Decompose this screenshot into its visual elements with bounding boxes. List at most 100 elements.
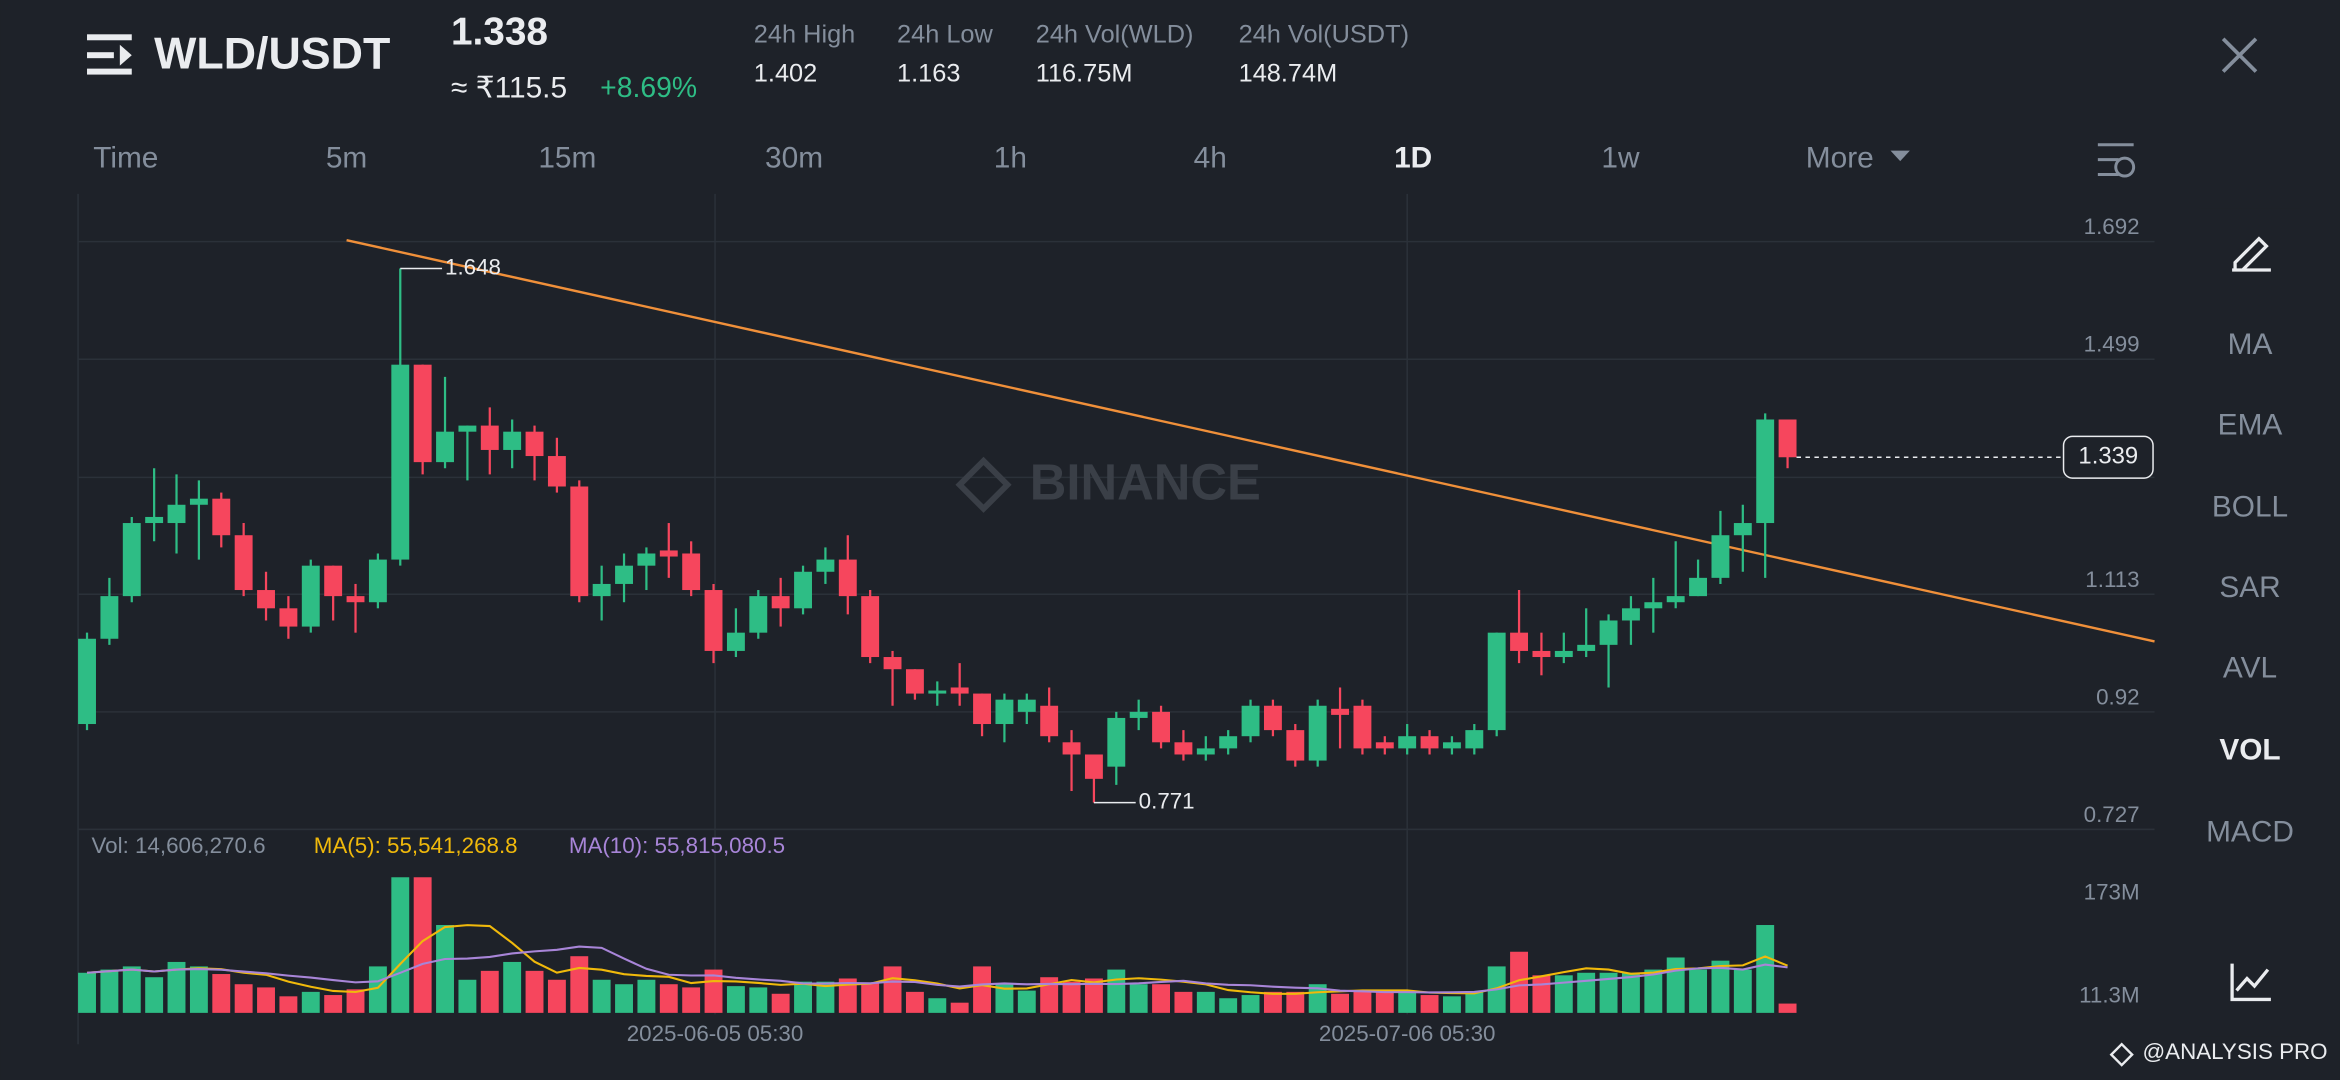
volume-bar [458,979,477,1013]
candle-body [1196,748,1215,755]
x-axis-label: 2025-06-05 05:30 [627,1021,804,1046]
price: 1.338 [451,11,548,54]
volume-bar [1017,990,1036,1013]
volume-tick-label: 11.3M [2079,983,2139,1008]
candle-body [950,687,969,694]
candle-body [726,632,745,651]
menu-icon[interactable] [87,34,132,75]
volume-bar [1756,925,1775,1013]
candle-body [1644,602,1663,609]
candle-body [1420,736,1439,749]
volume-bar [570,956,589,1013]
timeframe[interactable]: More [1806,141,1874,174]
candle-body [122,523,141,597]
timeframe[interactable]: 15m [538,141,596,174]
volume-bar [1084,978,1103,1013]
low-label: 0.771 [1139,789,1195,814]
candle-body [1487,632,1506,731]
volume-bar [1733,969,1752,1013]
candle-body [189,498,208,505]
candle-body [570,486,589,597]
volume-bar [1644,969,1663,1013]
volume-bar [503,961,522,1013]
volume-bar [234,984,253,1013]
candle-body [995,699,1014,725]
volume-bar [145,977,164,1013]
candle-body [458,425,477,432]
candle-body [78,638,96,725]
candle-body [749,596,768,633]
volume-bar [1554,975,1573,1013]
timeframe[interactable]: 1h [994,141,1027,174]
settings-icon[interactable] [2097,143,2136,178]
candle-body [413,364,432,463]
timeframe[interactable]: 5m [326,141,367,174]
candle-body [1599,620,1618,645]
fiat-price: ≈ ₹115.5 [451,71,567,104]
indicator-icon[interactable] [2230,963,2271,1002]
draw-icon[interactable] [2232,236,2271,272]
indicator-option[interactable]: EMA [2218,409,2283,442]
volume-bar [1420,995,1439,1013]
candle-body [368,559,387,603]
volume-bar [861,982,880,1013]
candle-body [1398,736,1417,749]
close-button[interactable] [2221,37,2258,73]
volume-bar [1689,969,1708,1013]
volume-bar [100,969,119,1013]
indicator-option[interactable]: VOL [2219,734,2280,767]
volume-bar [1241,995,1260,1013]
timeframe[interactable]: 1w [1601,141,1640,174]
candle-body [1241,705,1260,737]
indicator-option[interactable]: BOLL [2212,491,2288,524]
y-tick-label: 1.499 [2084,332,2140,357]
volume-bar [1778,1003,1797,1013]
volume-bar [816,981,835,1013]
volume-bar [1510,951,1529,1013]
volume-legend: MA(10): 55,815,080.5 [569,833,785,858]
indicator-option[interactable]: AVL [2223,652,2277,685]
timeframe[interactable]: 30m [765,141,823,174]
candle-body [1711,535,1730,578]
candle-body [1331,708,1350,715]
stat-value: 148.74M [1239,59,1338,87]
volume-bar [212,974,231,1013]
volume-bar [1577,972,1596,1013]
stat-value: 1.402 [754,59,817,87]
volume-bar [726,986,745,1013]
timeframe[interactable]: 4h [1194,141,1227,174]
volume-bar [1040,977,1059,1013]
candle-body [682,553,701,591]
candle-body [637,553,656,566]
volume-bar [525,970,544,1013]
volume-bar [1398,991,1417,1013]
timeframe[interactable]: Time [93,141,158,174]
volume-bar [1219,998,1238,1013]
indicator-option[interactable]: SAR [2219,571,2280,604]
indicator-option[interactable]: MA [2228,328,2273,361]
candle-body [973,693,991,725]
indicator-option[interactable]: MACD [2206,816,2294,849]
candle-body [794,571,812,609]
y-tick-label: 0.727 [2084,802,2140,827]
volume-bar [547,979,566,1013]
stat-label: 24h Vol(WLD) [1036,21,1194,49]
candle-body [1666,596,1685,603]
candle-body [1129,711,1148,718]
volume-legend: Vol: 14,606,270.6 [91,833,265,858]
volume-bar [1286,991,1305,1013]
volume-bar [78,972,96,1013]
candle-body [1577,644,1596,651]
volume-bar [1331,993,1350,1013]
volume-bar [1532,975,1551,1013]
candle-body [592,583,611,597]
volume-bar [771,993,790,1013]
brand-icon [2109,1042,2134,1067]
candle-body [100,596,119,639]
volume-bar [950,1002,969,1013]
timeframe[interactable]: 1D [1394,141,1432,174]
candle-body [1040,705,1059,737]
volume-bar [659,984,678,1013]
volume-bar [905,991,924,1013]
stat-label: 24h Vol(USDT) [1239,21,1409,49]
